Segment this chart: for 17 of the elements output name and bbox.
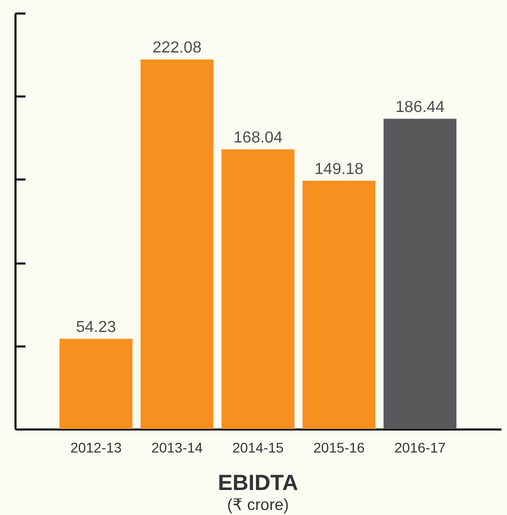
data-label: 149.18 xyxy=(314,160,364,178)
x-tick-label: 2014-15 xyxy=(232,440,284,456)
x-tick-label: 2012-13 xyxy=(70,440,122,456)
x-tick-label: 2013-14 xyxy=(151,440,203,456)
data-label: 186.44 xyxy=(396,98,445,116)
text: EBIDTA xyxy=(218,470,298,495)
bar xyxy=(384,118,456,429)
text: (₹ crore) xyxy=(227,497,289,514)
bar xyxy=(302,180,376,429)
data-label: 168.04 xyxy=(234,129,283,146)
x-tick-label: 2016-17 xyxy=(394,440,446,456)
bar xyxy=(140,59,214,429)
data-label: 222.08 xyxy=(152,39,202,56)
bar xyxy=(60,338,132,429)
x-tick-label: 2015-16 xyxy=(313,440,365,456)
data-label: 54.23 xyxy=(76,318,116,336)
bar xyxy=(222,149,294,429)
